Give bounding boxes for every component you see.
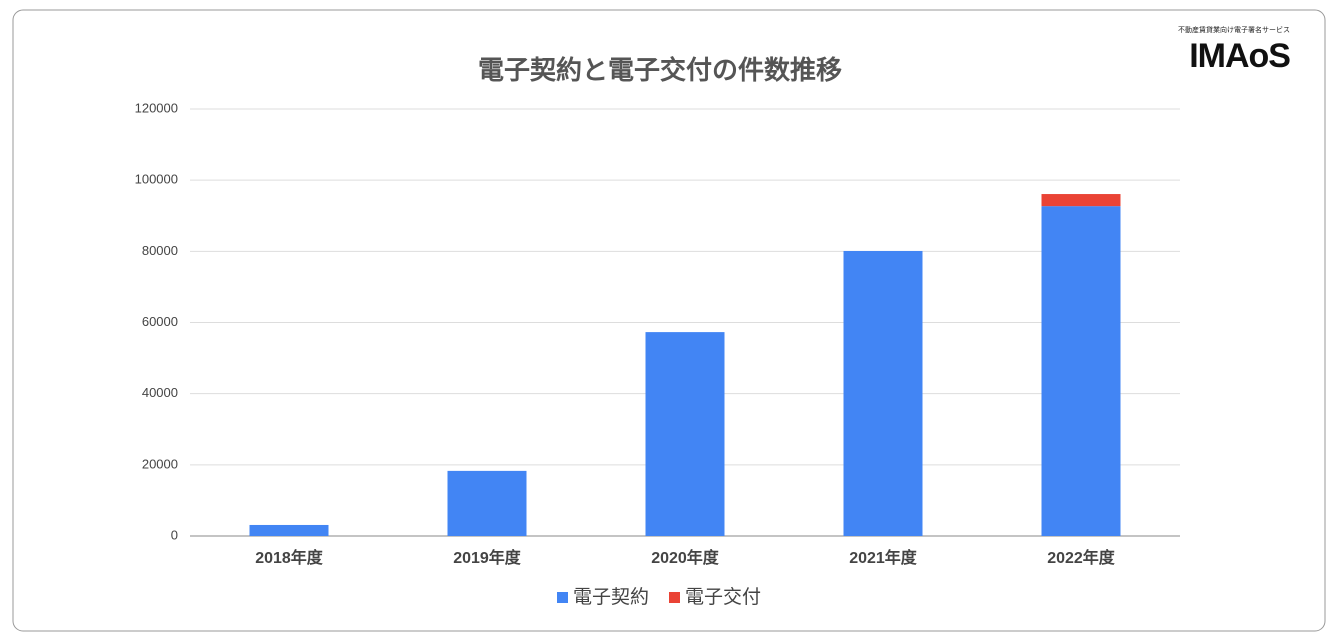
bar [843,250,923,537]
x-tick-label: 2022年度 [1047,548,1116,567]
y-tick-label: 40000 [142,385,178,400]
x-tick-label: 2018年度 [255,548,324,567]
x-tick-label: 2019年度 [453,548,522,567]
legend-swatch [669,592,680,603]
bar [249,524,329,536]
y-tick-label: 60000 [142,314,178,329]
bar [447,470,527,536]
x-tick-label: 2021年度 [849,548,918,567]
y-tick-label: 0 [171,527,178,542]
y-tick-label: 100000 [135,172,178,187]
bar [1041,194,1121,207]
frame [12,9,1326,632]
legend-swatch [557,592,568,603]
bar [1041,206,1121,536]
y-tick-label: 80000 [142,243,178,258]
legend-label: 電子交付 [685,586,761,608]
logo-caption: 不動産賃貸業向け電子署名サービス [1178,25,1290,34]
y-tick-label: 120000 [135,100,178,115]
y-tick-label: 20000 [142,456,178,471]
legend-label: 電子契約 [573,586,649,608]
x-tick-label: 2020年度 [651,548,720,567]
chart-title: 電子契約と電子交付の件数推移 [478,55,842,85]
bar [645,332,725,536]
logo: IMAoS [1189,37,1290,75]
